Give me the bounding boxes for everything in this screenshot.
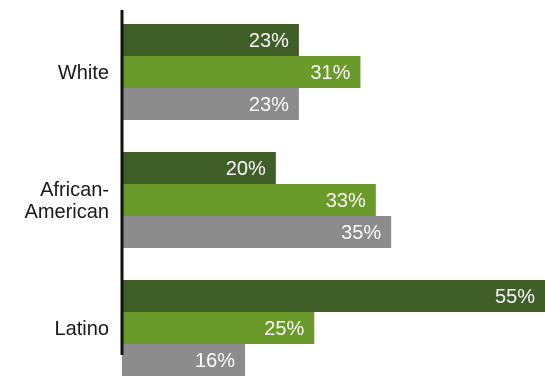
category-label-1-line-1: American [25, 201, 109, 223]
bar-0-2 [122, 88, 299, 120]
bar-0-1 [122, 56, 361, 88]
bar-1-2 [122, 216, 392, 248]
bar-2-2 [122, 344, 246, 376]
data-label-0-2: 23% [249, 94, 289, 116]
data-label-2-2: 16% [195, 350, 235, 372]
data-label-1-1: 33% [326, 190, 366, 212]
data-label-1-2: 35% [341, 222, 381, 244]
bar-2-0 [122, 280, 545, 312]
category-label-0-line-0: White [58, 62, 109, 84]
data-label-0-0: 23% [249, 30, 289, 52]
data-label-2-0: 55% [495, 286, 535, 308]
data-label-1-0: 20% [226, 158, 266, 180]
bar-1-0 [122, 152, 276, 184]
bar-1-1 [122, 184, 376, 216]
data-label-2-1: 25% [264, 318, 304, 340]
category-label-1-line-0: African- [40, 179, 109, 201]
bars-layer [122, 24, 545, 376]
labels-layer: 23% 31% 23% White 20% 33% 35% African-American 5… [25, 30, 536, 372]
data-label-0-1: 31% [310, 62, 350, 84]
bar-0-0 [122, 24, 299, 56]
category-label-2-line-0: Latino [55, 318, 110, 340]
bar-2-1 [122, 312, 315, 344]
